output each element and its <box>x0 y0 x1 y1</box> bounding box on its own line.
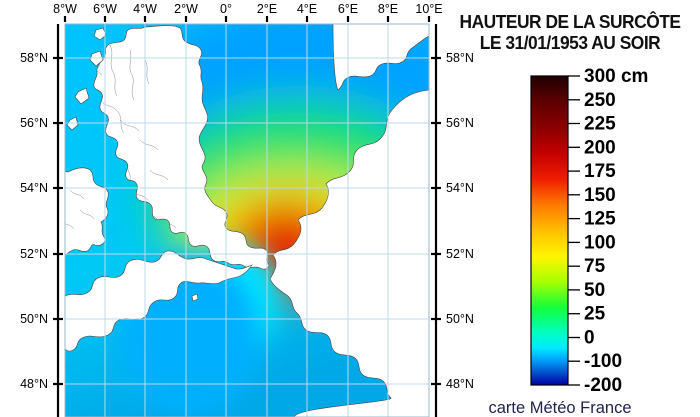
svg-text:50°N: 50°N <box>446 312 474 326</box>
svg-text:75: 75 <box>584 256 606 277</box>
svg-text:25: 25 <box>584 304 606 325</box>
svg-text:2°W: 2°W <box>174 2 198 16</box>
svg-text:HAUTEUR DE LA SURCÔTE: HAUTEUR DE LA SURCÔTE <box>460 11 682 33</box>
svg-text:200: 200 <box>584 137 616 158</box>
svg-text:225: 225 <box>584 114 616 135</box>
svg-text:10°E: 10°E <box>415 2 442 16</box>
svg-text:6°E: 6°E <box>338 2 358 16</box>
svg-text:56°N: 56°N <box>446 116 474 130</box>
svg-text:125: 125 <box>584 209 616 230</box>
svg-text:48°N: 48°N <box>20 377 48 391</box>
svg-text:0: 0 <box>584 328 595 349</box>
svg-text:0°: 0° <box>220 2 232 16</box>
svg-text:100: 100 <box>584 232 616 253</box>
svg-text:50°N: 50°N <box>20 312 48 326</box>
svg-text:-200: -200 <box>584 375 622 396</box>
svg-text:-100: -100 <box>584 351 622 372</box>
svg-text:4°E: 4°E <box>297 2 317 16</box>
svg-text:2°E: 2°E <box>257 2 277 16</box>
svg-text:52°N: 52°N <box>20 247 48 261</box>
svg-text:LE 31/01/1953 AU SOIR: LE 31/01/1953 AU SOIR <box>480 33 661 54</box>
svg-text:8°E: 8°E <box>378 2 398 16</box>
svg-text:250: 250 <box>584 90 616 111</box>
svg-text:150: 150 <box>584 185 616 206</box>
svg-text:8°W: 8°W <box>53 2 77 16</box>
svg-text:50: 50 <box>584 280 605 301</box>
svg-text:54°N: 54°N <box>446 181 474 195</box>
svg-text:300 cm: 300 cm <box>584 66 648 87</box>
svg-text:52°N: 52°N <box>446 247 474 261</box>
svg-text:58°N: 58°N <box>20 51 48 65</box>
svg-text:48°N: 48°N <box>446 377 474 391</box>
svg-text:58°N: 58°N <box>446 51 474 65</box>
svg-text:56°N: 56°N <box>20 116 48 130</box>
svg-text:carte Météo France: carte Météo France <box>488 399 631 417</box>
svg-text:54°N: 54°N <box>20 181 48 195</box>
svg-text:4°W: 4°W <box>133 2 157 16</box>
svg-text:6°W: 6°W <box>93 2 117 16</box>
svg-text:175: 175 <box>584 161 616 182</box>
